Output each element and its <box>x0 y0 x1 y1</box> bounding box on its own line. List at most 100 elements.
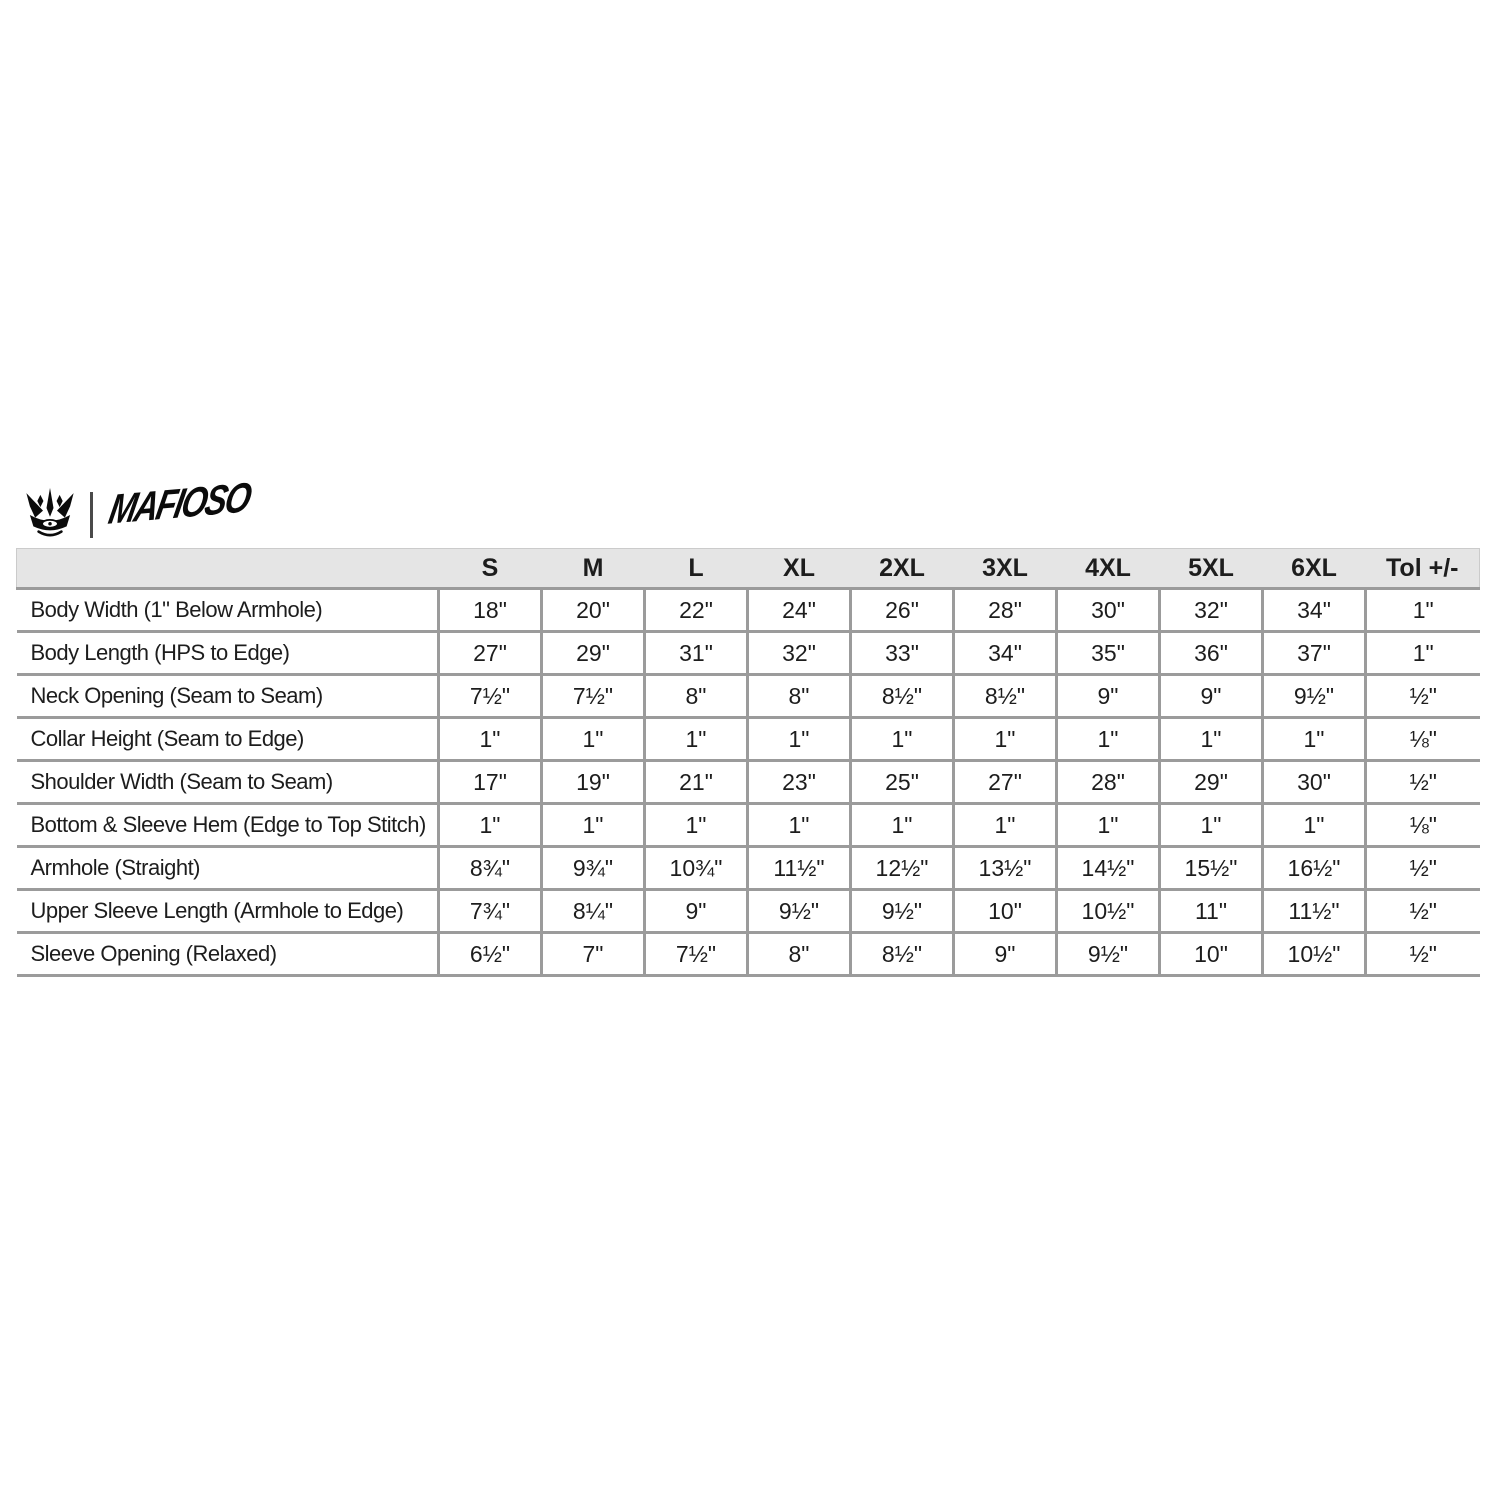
size-cell: ½" <box>1364 674 1480 718</box>
size-cell: 1" <box>540 803 645 847</box>
size-cell: 29" <box>1158 760 1263 804</box>
size-cell: 9" <box>1158 674 1263 718</box>
size-cell: 9" <box>643 889 748 933</box>
size-cell: 1" <box>540 717 645 761</box>
size-cell: 32" <box>746 631 851 675</box>
size-cell: 1" <box>643 803 748 847</box>
size-cell: 18" <box>437 588 542 632</box>
header-row: S M L XL 2XL 3XL 4XL 5XL 6XL Tol +/- <box>16 548 1480 589</box>
size-cell: 27" <box>952 760 1057 804</box>
size-cell: 12½" <box>849 846 954 890</box>
size-cell: 1" <box>1158 717 1263 761</box>
table-row: Bottom & Sleeve Hem (Edge to Top Stitch)… <box>16 803 1480 847</box>
size-cell: 11½" <box>1261 889 1366 933</box>
size-cell: 21" <box>643 760 748 804</box>
size-cell: 8" <box>746 932 851 976</box>
size-cell: 9" <box>952 932 1057 976</box>
size-cell: 8" <box>643 674 748 718</box>
column-header: S <box>438 548 542 589</box>
size-cell: 1" <box>1055 803 1160 847</box>
size-cell: 1" <box>849 717 954 761</box>
table-row: Body Width (1" Below Armhole) 18" 20" 22" 24… <box>16 588 1480 632</box>
size-cell: 35" <box>1055 631 1160 675</box>
column-header: L <box>644 548 748 589</box>
size-cell: 16½" <box>1261 846 1366 890</box>
column-header: 4XL <box>1056 548 1160 589</box>
size-cell: 34" <box>1261 588 1366 632</box>
crown-icon <box>22 486 78 544</box>
size-cell: 1" <box>1158 803 1263 847</box>
size-cell: 1" <box>746 717 851 761</box>
row-label: Body Width (1" Below Armhole) <box>30 597 323 622</box>
size-cell: ⅛" <box>1364 717 1480 761</box>
size-cell: ½" <box>1364 846 1480 890</box>
size-cell: 13½" <box>952 846 1057 890</box>
size-cell: 8½" <box>952 674 1057 718</box>
size-cell: 1" <box>952 803 1057 847</box>
size-cell: 1" <box>643 717 748 761</box>
size-cell: 29" <box>540 631 645 675</box>
column-header: M <box>541 548 645 589</box>
size-cell: 10½" <box>1055 889 1160 933</box>
size-cell: 8½" <box>849 674 954 718</box>
column-header: XL <box>747 548 851 589</box>
table-row: Collar Height (Seam to Edge) 1" 1" 1" 1" 1" 1"… <box>16 717 1480 761</box>
size-cell: 34" <box>952 631 1057 675</box>
size-cell: 24" <box>746 588 851 632</box>
size-cell: 7¾" <box>437 889 542 933</box>
size-cell: 20" <box>540 588 645 632</box>
size-cell: 22" <box>643 588 748 632</box>
size-cell: 32" <box>1158 588 1263 632</box>
size-cell: 7½" <box>643 932 748 976</box>
size-cell: 9½" <box>849 889 954 933</box>
size-cell: 26" <box>849 588 954 632</box>
row-label: Armhole (Straight) <box>30 855 201 880</box>
size-cell: 1" <box>1261 717 1366 761</box>
size-cell: 9¾" <box>540 846 645 890</box>
row-label: Collar Height (Seam to Edge) <box>30 726 305 751</box>
size-chart: S M L XL 2XL 3XL 4XL 5XL 6XL Tol +/- Body Width (… <box>16 548 1480 977</box>
table-row: Armhole (Straight) 8¾" 9¾" 10¾" 11½" 12½" 13½"… <box>16 846 1480 890</box>
size-cell: 10¾" <box>643 846 748 890</box>
size-cell: ½" <box>1364 760 1480 804</box>
size-cell: 11" <box>1158 889 1263 933</box>
row-label: Bottom & Sleeve Hem (Edge to Top Stitch) <box>30 812 427 837</box>
column-header: 3XL <box>953 548 1057 589</box>
size-cell: 7" <box>540 932 645 976</box>
size-cell: 1" <box>849 803 954 847</box>
size-cell: ½" <box>1364 889 1480 933</box>
size-cell: 9" <box>1055 674 1160 718</box>
size-cell: 31" <box>643 631 748 675</box>
table-row: Neck Opening (Seam to Seam) 7½" 7½" 8" 8" 8½"… <box>16 674 1480 718</box>
size-cell: 15½" <box>1158 846 1263 890</box>
logo-divider <box>90 492 93 538</box>
row-label: Sleeve Opening (Relaxed) <box>30 941 278 966</box>
size-cell: 8" <box>746 674 851 718</box>
column-header: 2XL <box>850 548 954 589</box>
size-cell: 28" <box>952 588 1057 632</box>
brand-wordmark: MAFIOSO <box>105 473 254 533</box>
size-cell: 14½" <box>1055 846 1160 890</box>
size-cell: 9½" <box>1261 674 1366 718</box>
size-cell: 9½" <box>1055 932 1160 976</box>
size-cell: 8¾" <box>437 846 542 890</box>
size-cell: 17" <box>437 760 542 804</box>
size-cell: 10½" <box>1261 932 1366 976</box>
row-label: Neck Opening (Seam to Seam) <box>30 683 324 708</box>
column-header: 5XL <box>1159 548 1263 589</box>
size-cell: 8½" <box>849 932 954 976</box>
size-cell: 23" <box>746 760 851 804</box>
size-cell: 1" <box>746 803 851 847</box>
size-cell: 8¼" <box>540 889 645 933</box>
table-row: Body Length (HPS to Edge) 27" 29" 31" 32" 33"… <box>16 631 1480 675</box>
size-cell: 36" <box>1158 631 1263 675</box>
brand-logo: MAFIOSO <box>22 473 254 546</box>
size-cell: 1" <box>1055 717 1160 761</box>
size-cell: 19" <box>540 760 645 804</box>
size-cell: 1" <box>1364 588 1480 632</box>
size-cell: 1" <box>437 803 542 847</box>
table-row: Shoulder Width (Seam to Seam) 17" 19" 21" 23… <box>16 760 1480 804</box>
size-cell: ⅛" <box>1364 803 1480 847</box>
size-cell: 30" <box>1055 588 1160 632</box>
table-row: Sleeve Opening (Relaxed) 6½" 7" 7½" 8" 8½" 9" 9… <box>16 932 1480 976</box>
